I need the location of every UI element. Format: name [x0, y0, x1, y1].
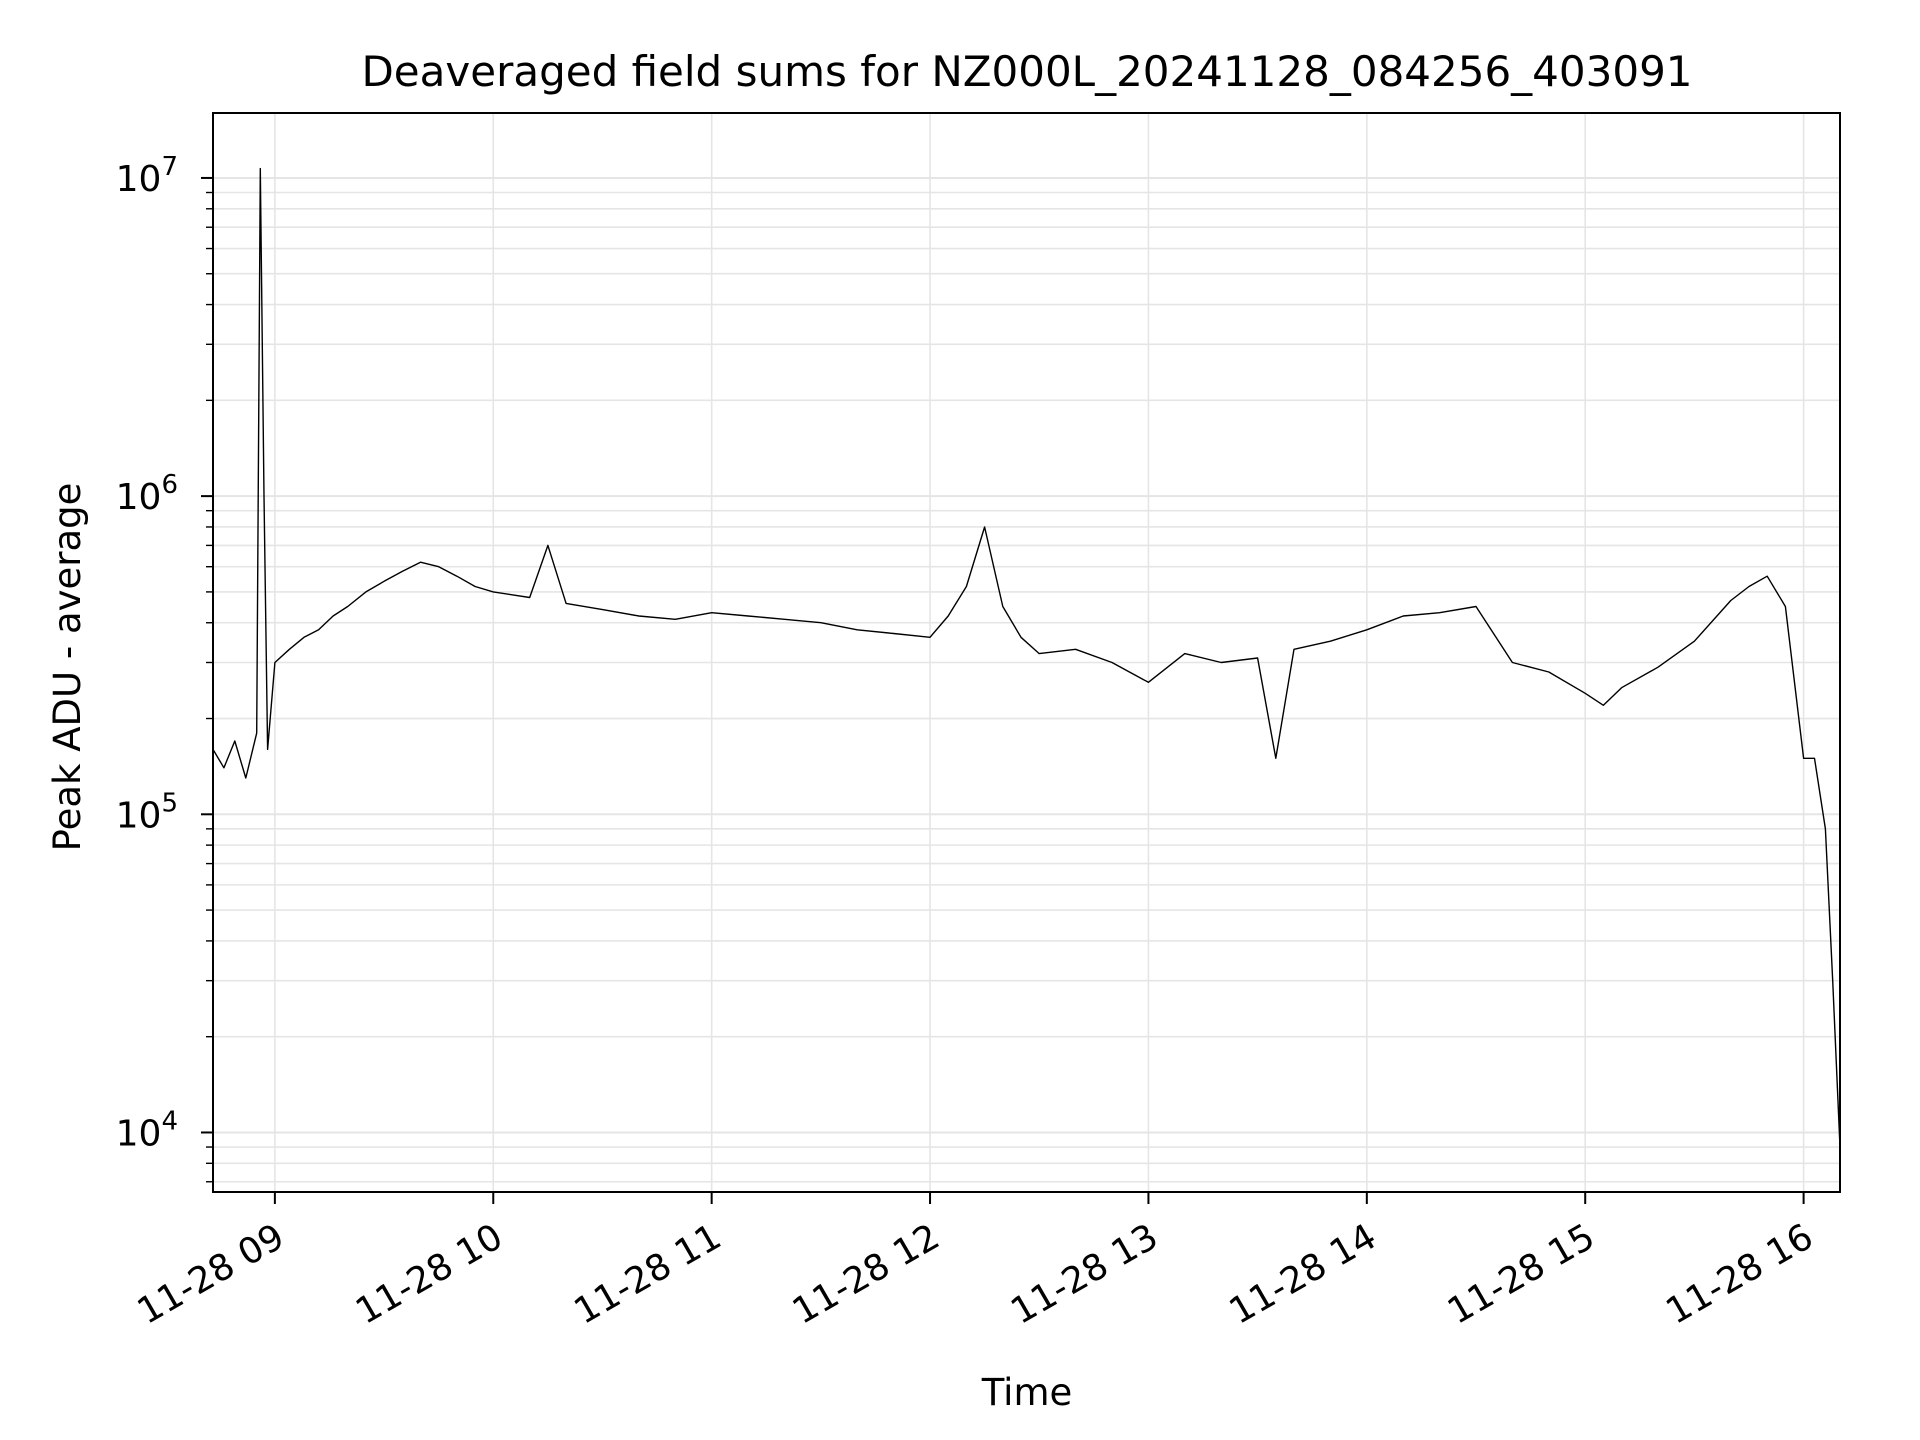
y-axis-label: Peak ADU - average: [46, 483, 89, 852]
y-tick-label: 104: [116, 1106, 178, 1154]
y-tick-label: 105: [116, 788, 178, 836]
plot-frame: [212, 112, 1841, 1193]
chart-title: Deaveraged field sums for NZ000L_2024112…: [361, 47, 1692, 96]
grid: [213, 113, 1840, 1192]
y-tick-label: 107: [116, 152, 178, 200]
data-area: [212, 167, 1841, 1148]
x-axis-label: Time: [981, 1371, 1073, 1414]
series-line: [212, 167, 1841, 1148]
y-tick-label: 106: [116, 470, 178, 518]
